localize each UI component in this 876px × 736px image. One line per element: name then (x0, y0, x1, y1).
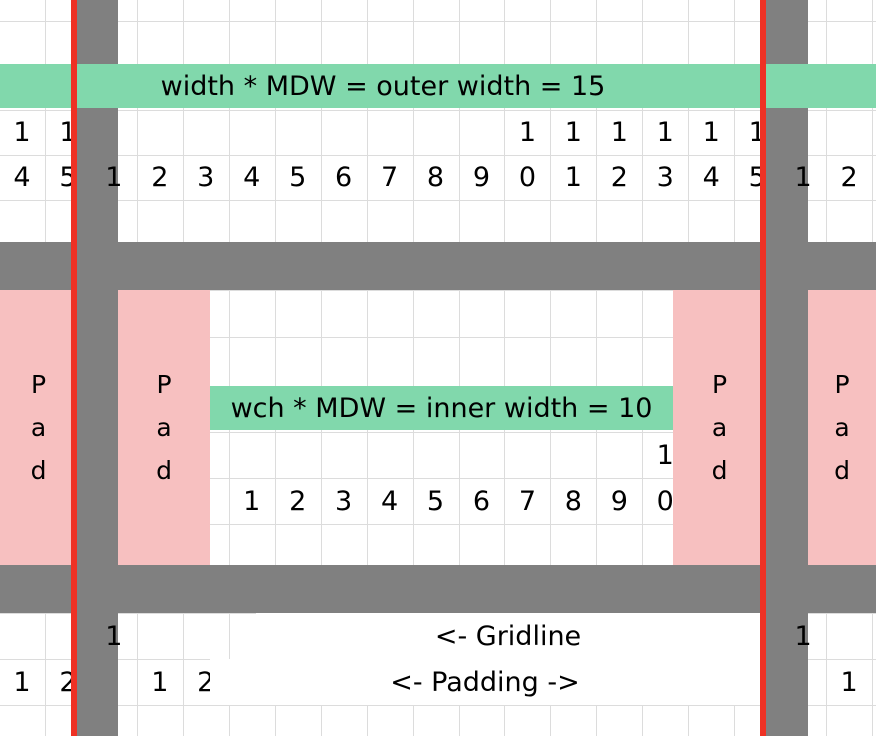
outer-ruler-tens-digit: 1 (564, 117, 582, 148)
gridline-width-right: 1 (794, 620, 812, 652)
outer-ruler-ones-digit: 9 (472, 162, 491, 193)
padding-width-left: 1 (151, 666, 169, 698)
grid-vline (367, 0, 368, 736)
inner-ruler-ones-digit: 6 (472, 485, 491, 517)
pad-letter: d (156, 456, 172, 485)
grid-hline (0, 200, 876, 201)
outer-ruler-tens-digit: 1 (656, 117, 674, 148)
padding-width-far-left: 1 (13, 666, 31, 698)
pad-letter: d (30, 456, 47, 485)
outer-ruler-ones-digit: 4 (243, 162, 261, 193)
outer-ruler-ones-digit: 2 (840, 162, 858, 193)
padding-annotation-label: <- Padding -> (390, 666, 580, 698)
inner-ruler-ones-digit: 5 (426, 485, 445, 517)
inner-ruler-ones-digit: 8 (564, 485, 582, 517)
inner-ruler-ones-digit: 2 (289, 485, 307, 517)
grid-hline (0, 432, 876, 433)
red-gridline-right (760, 0, 766, 736)
grid-hline (0, 290, 876, 291)
grid-hline (0, 110, 876, 111)
pad-block-left: P a d (118, 290, 210, 565)
inner-ruler-ones-digit: 0 (656, 485, 674, 517)
inner-ruler-ones-digit: 7 (518, 485, 536, 517)
padding-width-far-right: 1 (840, 666, 858, 698)
outer-ruler-tens-digit: 1 (13, 117, 31, 148)
outer-width-banner: width * MDW = outer width = 15 (0, 64, 876, 108)
outer-ruler-tens-digit: 1 (610, 117, 628, 148)
outer-ruler-ones-digit: 1 (564, 162, 582, 193)
grid-vline (229, 0, 230, 736)
grid-vline (459, 0, 460, 736)
padding-width-far-left: 2 (59, 666, 77, 698)
outer-ruler-ones-digit: 5 (748, 162, 766, 193)
grid-vline (321, 0, 322, 736)
gridline-annotation-label: <- Gridline (434, 620, 582, 652)
outer-ruler-ones-digit: 5 (289, 162, 307, 193)
grid-hline (0, 705, 876, 706)
pad-letter: d (834, 456, 850, 485)
outer-ruler-ones-digit: 5 (59, 162, 77, 193)
pad-letter: a (834, 413, 850, 442)
outer-ruler-ones-digit: 2 (151, 162, 169, 193)
outer-ruler-ones-digit: 3 (197, 162, 215, 193)
grid-vline (596, 0, 597, 736)
grid-hline (0, 478, 876, 479)
pad-letter: P (711, 370, 728, 399)
outer-ruler-ones-digit: 1 (794, 162, 812, 193)
grid-hline (0, 337, 876, 338)
inner-width-label: wch * MDW = inner width = 10 (230, 392, 653, 424)
inner-ruler-ones-digit: 4 (380, 485, 399, 517)
grid-vline (642, 0, 643, 736)
grid-vline (275, 0, 276, 736)
grid-hline (0, 524, 876, 525)
outer-ruler-ones-digit: 4 (13, 162, 31, 193)
grid-hline (0, 155, 876, 156)
grid-vline (413, 0, 414, 736)
grid-vline (504, 0, 505, 736)
grey-gridline-row-top (0, 242, 876, 290)
outer-width-label: width * MDW = outer width = 15 (160, 70, 606, 102)
outer-ruler-ones-digit: 4 (702, 162, 720, 193)
pad-letter: a (156, 413, 172, 442)
inner-ruler-ones-digit: 9 (610, 485, 628, 517)
grey-gridline-column-right (766, 0, 808, 736)
gridline-annotation: <- Gridline (256, 613, 760, 659)
inner-ruler-ones-digit: 3 (335, 485, 353, 517)
outer-ruler-ones-digit: 0 (518, 162, 536, 193)
grid-hline (0, 21, 876, 22)
pad-block-right: P a d (673, 290, 766, 565)
outer-ruler-tens-digit: 1 (518, 117, 536, 148)
pad-letter: a (711, 413, 728, 442)
pad-block-far-left: P a d (0, 290, 77, 565)
inner-ruler-ones-digit: 1 (243, 485, 261, 517)
pad-letter: d (711, 456, 728, 485)
outer-ruler-ones-digit: 8 (426, 162, 445, 193)
outer-ruler-ones-digit: 7 (380, 162, 399, 193)
outer-ruler-ones-digit: 1 (105, 162, 123, 193)
grey-gridline-row-bottom (0, 565, 876, 613)
outer-ruler-ones-digit: 6 (335, 162, 353, 193)
outer-ruler-tens-digit: 1 (59, 117, 77, 148)
inner-ruler-tens-digit: 1 (656, 439, 674, 471)
pad-letter: P (834, 370, 850, 399)
grey-gridline-column-left (77, 0, 118, 736)
padding-annotation: <- Padding -> (210, 659, 760, 705)
outer-ruler-ones-digit: 3 (656, 162, 674, 193)
red-gridline-left (71, 0, 77, 736)
gridline-width-left: 1 (105, 620, 123, 652)
outer-ruler-tens-digit: 1 (748, 117, 766, 148)
inner-width-banner: wch * MDW = inner width = 10 (210, 386, 673, 430)
pad-letter: a (30, 413, 47, 442)
pad-block-far-right: P a d (808, 290, 876, 565)
outer-ruler-ones-digit: 2 (610, 162, 628, 193)
grid-vline (550, 0, 551, 736)
pad-letter: P (30, 370, 47, 399)
outer-ruler-tens-digit: 1 (702, 117, 720, 148)
pad-letter: P (156, 370, 172, 399)
